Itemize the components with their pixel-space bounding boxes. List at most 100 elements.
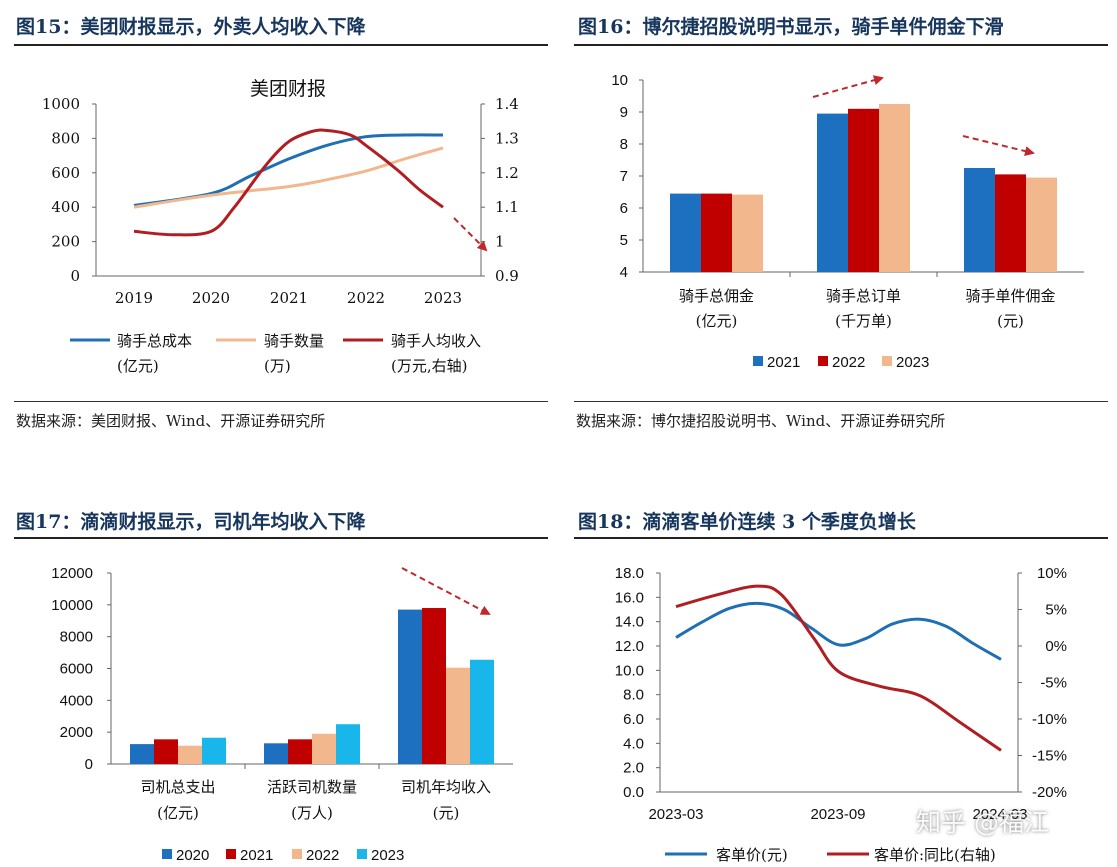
chart-1-y2-tick-label: 1.3 [495,129,519,147]
chart-1-y-tick-label: 600 [51,164,80,182]
figure-15-source: 数据来源：美团财报、Wind、开源证券研究所 [16,412,326,430]
chart-3-bar [336,724,360,764]
chart-3-y-tick-label: 8000 [60,629,93,646]
chart-3-bar [288,739,312,764]
chart-3-bar [154,739,178,764]
chart-4-y-tick-label: 16.0 [615,589,644,606]
chart-4-y-tick-label: 14.0 [615,614,644,631]
chart-1-trend-arrow [453,217,488,252]
watermark: 知乎 @福江 [916,808,1049,837]
chart-4-series-line [675,601,1002,661]
chart-3-category-label: 活跃司机数量 [267,778,357,796]
chart-3-y-tick-label: 2000 [60,724,93,741]
chart-2-category-label: 骑手总订单 [826,287,901,305]
chart-4-y-tick-label: 0.0 [623,784,644,801]
chart-2-bar [670,193,701,272]
figure-18-title: 图18：滴滴客单价连续 3 个季度负增长 [578,511,916,533]
chart-4-y-tick-label: 10.0 [615,662,644,679]
figure-17-top-rule [14,537,548,539]
chart-3-bar [470,659,494,764]
chart-4-y2-tick-label: 5% [1045,602,1067,619]
chart-3-y-tick-label: 4000 [60,692,93,709]
chart-4-y-tick-label: 4.0 [623,735,644,752]
chart-1-legend-label: 骑手总成本 [117,332,192,350]
chart-2-y-tick-label: 10 [611,72,628,89]
chart-3-bar [130,744,154,764]
figure-16-source: 数据来源：博尔捷招股说明书、Wind、开源证券研究所 [576,412,946,430]
chart-3-y-tick-label: 0 [85,756,93,773]
chart-1-y2-tick-label: 0.9 [495,267,519,285]
chart-3-bar [422,608,446,764]
chart-1-y2-tick-label: 1.4 [495,95,519,113]
chart-3-bar [398,609,422,764]
chart-4-y-tick-label: 12.0 [615,638,644,655]
chart-1-title: 美团财报 [250,78,326,100]
chart-4-series-line [675,584,1002,752]
chart-1-y-tick-label: 0 [70,267,80,285]
chart-2-category-label: 骑手单件佣金 [965,287,1055,305]
chart-3-category-label: 司机年均收入 [401,778,491,796]
figure-15-title: 图15：美团财报显示，外卖人均收入下降 [16,16,366,38]
chart-4-y2-tick-label: -5% [1040,675,1067,692]
chart-3-y-tick-label: 12000 [51,565,93,582]
chart-2-bar [732,194,763,272]
chart-3-legend-swatch [226,849,236,859]
chart-4-y-tick-label: 18.0 [615,565,644,582]
chart-2-legend-swatch [882,356,892,366]
chart-4-y-tick-label: 6.0 [623,711,644,728]
chart-2-bar [879,104,910,272]
chart-4-y2-tick-label: 10% [1037,565,1067,582]
chart-4-y2-tick-label: -15% [1032,748,1067,765]
chart-2-legend-swatch [753,356,763,366]
chart-4-y-tick-label: 8.0 [623,687,644,704]
chart-2-bar [817,113,848,272]
chart-1-y2-tick-label: 1.1 [495,198,519,216]
chart-1-legend-label: 骑手人均收入 [391,332,481,350]
chart-2-category-unit: (千万单) [835,312,892,330]
chart-3-legend-label: 2020 [176,847,209,864]
chart-1-x-tick-label: 2022 [347,289,385,307]
chart-3-legend-label: 2023 [371,847,404,864]
figure-17-title: 图17：滴滴财报显示，司机年均收入下降 [16,511,366,533]
figure-16-top-rule [574,44,1108,46]
chart-2-y-tick-label: 5 [620,232,628,249]
figure-18-top-rule [574,537,1108,539]
chart-2-y-tick-label: 8 [620,136,628,153]
chart-2-bar [701,193,732,272]
chart-4-x-tick-label: 2023-09 [810,806,865,823]
chart-1-series-line [133,146,444,209]
figure-16-bottom-rule [574,401,1108,402]
chart-3-bar [202,737,226,764]
chart-1-legend-unit: (万) [264,357,291,375]
chart-4-x-tick-label: 2024-03 [972,806,1027,823]
chart-3-y-tick-label: 10000 [51,597,93,614]
chart-2-y-tick-label: 7 [620,168,628,185]
chart-2-category-label: 骑手总佣金 [679,287,754,305]
chart-1-legend-label: 骑手数量 [264,332,324,350]
chart-3-bar [446,667,470,764]
chart-2-legend-label: 2021 [767,354,800,371]
chart-4-legend-label: 客单价:同比(右轴) [874,846,996,864]
chart-3-bar [264,743,288,764]
chart-1-x-tick-label: 2019 [115,289,153,307]
chart-4-y-tick-label: 2.0 [623,760,644,777]
chart-1-y-tick-label: 200 [51,233,80,251]
chart-2-y-tick-label: 4 [620,264,628,281]
chart-2-y-tick-label: 6 [620,200,628,217]
chart-3-category-label: 司机总支出 [140,778,215,796]
chart-1-legend-unit: (万元,右轴) [391,357,467,375]
chart-3-category-unit: (亿元) [157,804,199,822]
chart-4-x-tick-label: 2023-03 [648,806,703,823]
chart-2-legend-swatch [818,356,828,366]
chart-3-y-tick-label: 6000 [60,661,93,678]
chart-1-y2-tick-label: 1 [495,233,505,251]
chart-4-legend-label: 客单价(元) [716,846,788,864]
chart-2-category-unit: (亿元) [696,312,738,330]
chart-2-y-tick-label: 9 [620,104,628,121]
chart-1-x-tick-label: 2020 [192,289,230,307]
chart-2-legend-label: 2022 [832,354,865,371]
chart-3-category-unit: (元) [433,804,460,822]
chart-2-bar [964,168,995,272]
chart-2-bar [848,108,879,272]
